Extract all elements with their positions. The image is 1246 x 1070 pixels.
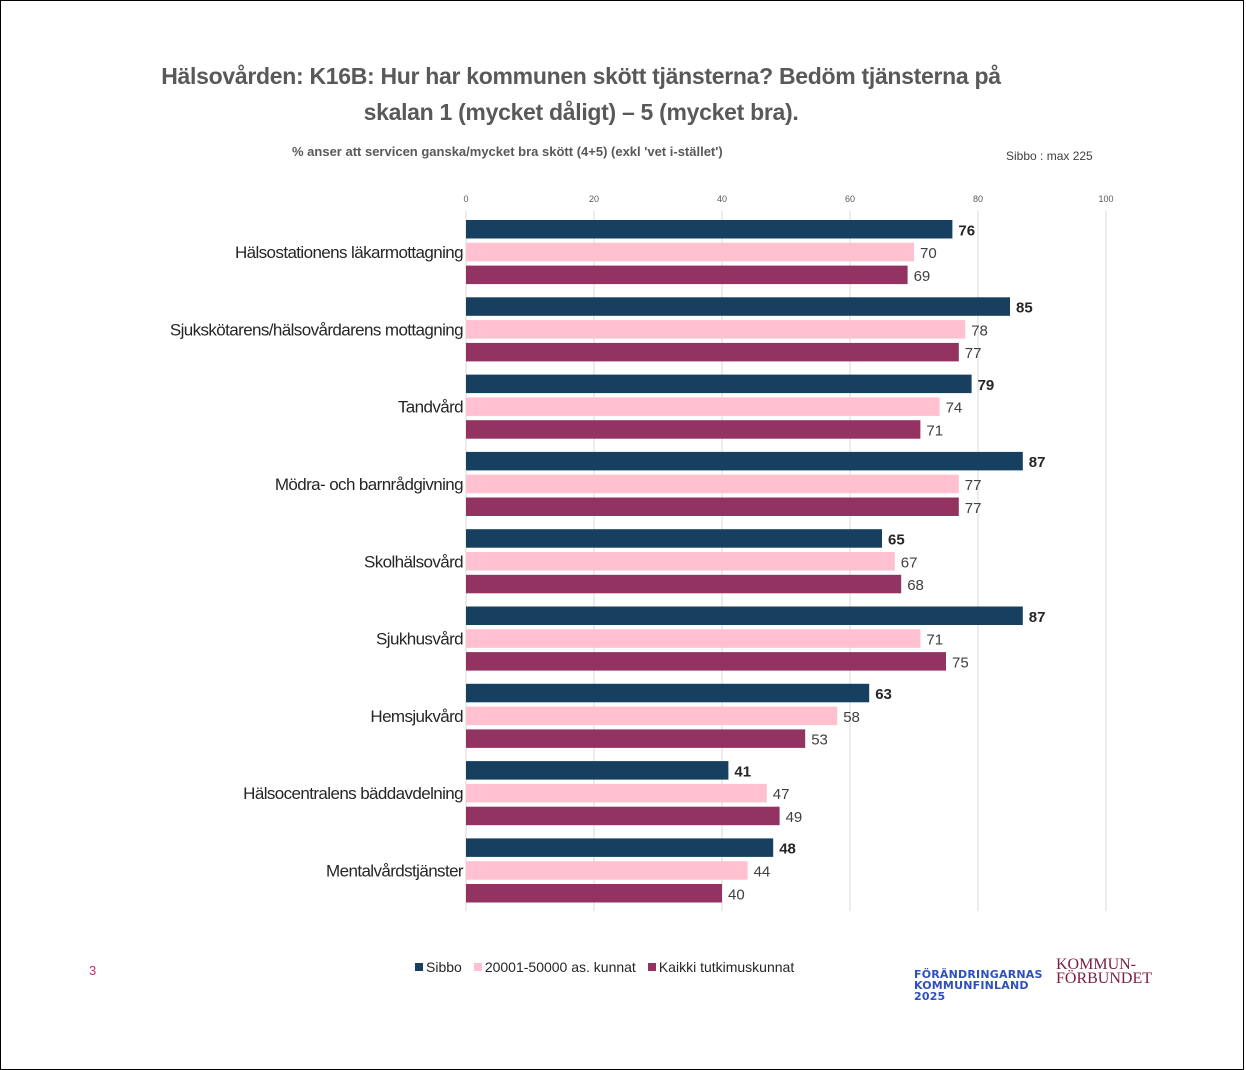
bar-mid — [466, 320, 966, 339]
logo1-line1: FÖRÄNDRINGARNAS — [914, 968, 1043, 981]
bar-all — [466, 806, 780, 826]
data-label: 65 — [888, 531, 905, 548]
bar-all — [466, 342, 959, 362]
category-label: Hemsjukvård — [370, 707, 463, 726]
bar-mid — [466, 706, 838, 726]
logo1-line2: KOMMUNFINLAND — [914, 979, 1029, 992]
data-label: 53 — [811, 732, 828, 749]
bar-sibbo — [466, 297, 1010, 316]
tick-label: 20 — [589, 194, 599, 204]
legend-item-sibbo: Sibbo — [415, 959, 462, 975]
page-number: 3 — [89, 963, 97, 978]
tick-label: 0 — [463, 194, 468, 204]
bar-sibbo — [466, 220, 953, 239]
data-label: 87 — [1029, 454, 1046, 471]
bar-all — [466, 420, 921, 439]
bar-mid — [466, 783, 767, 803]
legend-swatch-mid — [473, 963, 482, 971]
legend-swatch-sibbo — [415, 963, 423, 971]
category-label: Mödra- och barnrådgivning — [275, 475, 463, 494]
bar-chart: 0 20 40 60 80 100 Hälsostationens läkarmottagn… — [170, 194, 1114, 911]
category-label: Hälsocentralens bäddavdelning — [243, 784, 463, 803]
data-label: 47 — [773, 786, 790, 803]
bar-all — [466, 574, 902, 594]
tick-label: 60 — [845, 194, 855, 204]
data-label: 77 — [965, 477, 982, 494]
legend-label-mid: 20001-50000 as. kunnat — [484, 959, 636, 975]
data-label: 67 — [901, 554, 918, 571]
bar-sibbo — [466, 761, 729, 780]
chart-legend: Sibbo 20001-50000 as. kunnat Kaikki tutk… — [415, 959, 794, 975]
data-label: 68 — [907, 577, 924, 594]
data-label: 79 — [978, 377, 995, 394]
bar-all — [466, 884, 722, 903]
bar-all — [466, 265, 908, 285]
bar-mid — [466, 861, 748, 880]
category-label: Skolhälsovård — [364, 552, 463, 571]
bar-sibbo — [466, 374, 972, 394]
data-label: 40 — [728, 886, 745, 903]
data-label: 85 — [1016, 300, 1033, 317]
legend-item-all: Kaikki tutkimuskunnat — [647, 959, 795, 975]
data-label: 48 — [779, 841, 796, 858]
forandringarnas-kommunfinland-logo: FÖRÄNDRINGARNAS KOMMUNFINLAND 2025 — [914, 969, 1043, 1002]
category-label: Mentalvårdstjänster — [326, 861, 464, 880]
data-label: 44 — [754, 863, 771, 880]
tick-label: 80 — [973, 194, 983, 204]
chart-title-line2: skalan 1 (mycket dåligt) – 5 (mycket bra… — [363, 99, 799, 125]
bar-sibbo — [466, 606, 1023, 625]
legend-item-mid: 20001-50000 as. kunnat — [473, 959, 636, 975]
category-label: Hälsostationens läkarmottagning — [235, 243, 463, 262]
data-label: 87 — [1029, 609, 1046, 626]
category-label: Sjukhusvård — [376, 630, 463, 649]
category-label: Sjukskötarens/hälsovårdarens mottagning — [170, 320, 463, 339]
bar-all — [466, 497, 959, 516]
data-label: 71 — [926, 422, 943, 439]
bar-all — [466, 729, 806, 748]
bar-sibbo — [466, 838, 774, 857]
data-label: 69 — [914, 268, 931, 285]
data-label: 70 — [920, 245, 937, 262]
data-label: 63 — [875, 686, 892, 703]
legend-label-all: Kaikki tutkimuskunnat — [658, 959, 795, 975]
chart-subtitle: % anser att servicen ganska/mycket bra s… — [292, 144, 723, 159]
bar-mid — [466, 552, 895, 571]
data-label: 78 — [971, 322, 988, 339]
bar-sibbo — [466, 683, 870, 703]
sample-size-note: Sibbo : max 225 — [1006, 149, 1093, 163]
tick-label: 40 — [717, 194, 727, 204]
category-label: Tandvård — [398, 398, 463, 417]
bar-mid — [466, 629, 921, 648]
bar-mid — [466, 397, 940, 416]
data-label: 58 — [843, 709, 860, 726]
data-label: 74 — [946, 400, 963, 417]
tick-label: 100 — [1098, 194, 1113, 204]
kommunforbundet-logo: KOMMUN- FÖRBUNDET — [1056, 956, 1153, 987]
chart-title-line1: Hälsovården: K16B: Hur har kommunen sköt… — [161, 63, 1001, 89]
data-label: 49 — [786, 809, 803, 826]
logo2-line2: FÖRBUNDET — [1056, 970, 1153, 987]
bar-all — [466, 652, 946, 671]
data-label: 41 — [734, 763, 751, 780]
data-label: 75 — [952, 654, 969, 671]
legend-label-sibbo: Sibbo — [426, 959, 462, 975]
data-label: 71 — [926, 632, 943, 649]
data-label: 76 — [958, 222, 975, 239]
legend-swatch-all — [647, 963, 656, 971]
bar-sibbo — [466, 529, 882, 548]
bar-mid — [466, 242, 914, 262]
logo1-line3: 2025 — [914, 990, 946, 1003]
data-label: 77 — [965, 500, 982, 517]
logo2-line1: KOMMUN- — [1056, 956, 1136, 973]
bar-mid — [466, 474, 959, 494]
bar-sibbo — [466, 451, 1023, 471]
data-label: 77 — [965, 345, 982, 362]
